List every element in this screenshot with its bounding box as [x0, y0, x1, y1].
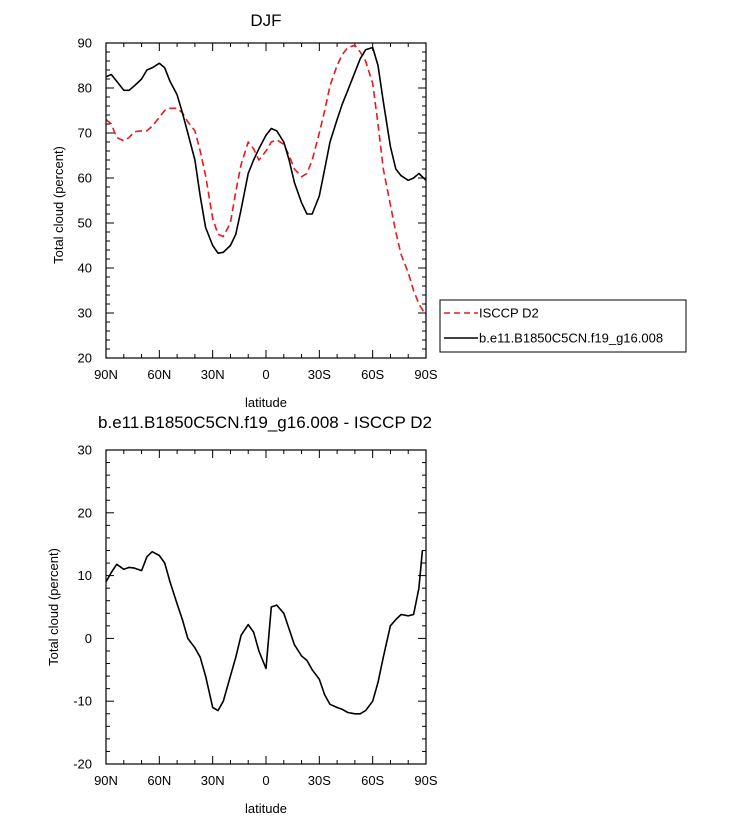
bottom-chart-x-axis-label: latitude — [245, 801, 287, 816]
top-chart-y-tick-label: 60 — [78, 171, 92, 186]
bottom-chart-x-tick-label: 60N — [147, 773, 171, 788]
top-chart-title: DJF — [250, 11, 281, 30]
legend-frame — [439, 299, 687, 353]
top-chart-plot-frame — [105, 42, 427, 359]
bottom-chart-tick-labels: 90N 60N 30N 0 30S 60S 90S -20 -10 0 10 20 30 — [73, 443, 438, 789]
top-chart-y-tick-label: 90 — [78, 36, 92, 51]
top-chart-legend: ISCCP D2 b.e11.B1850C5CN.f19_g16.008 — [439, 299, 687, 353]
bottom-chart-y-tick-label: 10 — [78, 568, 92, 583]
top-chart-y-axis-label: Total cloud (percent) — [51, 146, 66, 264]
top-chart-y-tick-label: 30 — [78, 306, 92, 321]
top-chart-ticks — [105, 42, 427, 359]
top-chart-x-tick-label: 60S — [361, 367, 384, 382]
top-chart-y-tick-label: 70 — [78, 126, 92, 141]
top-chart: DJF Total cloud (percent) latitude 90N 60… — [51, 11, 687, 410]
bottom-chart-x-tick-label: 30N — [201, 773, 225, 788]
top-chart-series-line-0 — [105, 44, 427, 316]
top-chart-series — [105, 44, 427, 316]
top-chart-x-tick-label: 0 — [262, 367, 269, 382]
bottom-chart-y-axis-label: Total cloud (percent) — [46, 548, 61, 666]
bottom-chart-series-line-0 — [105, 550, 424, 715]
bottom-chart-title: b.e11.B1850C5CN.f19_g16.008 - ISCCP D2 — [98, 413, 432, 432]
top-chart-x-tick-label: 30S — [308, 367, 331, 382]
bottom-chart-x-tick-label: 90S — [414, 773, 437, 788]
bottom-chart-x-tick-label: 60S — [361, 773, 384, 788]
top-chart-y-tick-label: 50 — [78, 216, 92, 231]
legend-label-model: b.e11.B1850C5CN.f19_g16.008 — [479, 331, 663, 346]
top-chart-x-tick-label: 60N — [147, 367, 171, 382]
bottom-chart: b.e11.B1850C5CN.f19_g16.008 - ISCCP D2 T… — [46, 413, 438, 816]
top-chart-y-tick-label: 40 — [78, 261, 92, 276]
top-chart-series-line-1 — [105, 46, 427, 254]
bottom-chart-ticks — [105, 449, 427, 765]
bottom-chart-y-tick-label: 0 — [85, 631, 92, 646]
top-chart-y-tick-label: 80 — [78, 81, 92, 96]
top-chart-x-tick-label: 90S — [414, 367, 437, 382]
bottom-chart-x-tick-label: 0 — [262, 773, 269, 788]
top-chart-x-axis-label: latitude — [245, 395, 287, 410]
bottom-chart-x-tick-label: 90N — [94, 773, 118, 788]
bottom-chart-y-tick-label: 20 — [78, 505, 92, 520]
bottom-chart-y-tick-label: -10 — [73, 694, 92, 709]
top-chart-y-tick-label: 20 — [78, 351, 92, 366]
bottom-chart-y-tick-label: 30 — [78, 443, 92, 458]
bottom-chart-series — [105, 550, 424, 715]
top-chart-x-tick-label: 90N — [94, 367, 118, 382]
legend-label-isccp: ISCCP D2 — [479, 306, 539, 321]
top-chart-x-tick-label: 30N — [201, 367, 225, 382]
bottom-chart-plot-frame — [105, 449, 427, 765]
bottom-chart-y-tick-label: -20 — [73, 757, 92, 772]
top-chart-tick-labels: 90N 60N 30N 0 30S 60S 90S 20 30 40 50 60 70 80 90 — [78, 36, 438, 383]
bottom-chart-x-tick-label: 30S — [308, 773, 331, 788]
